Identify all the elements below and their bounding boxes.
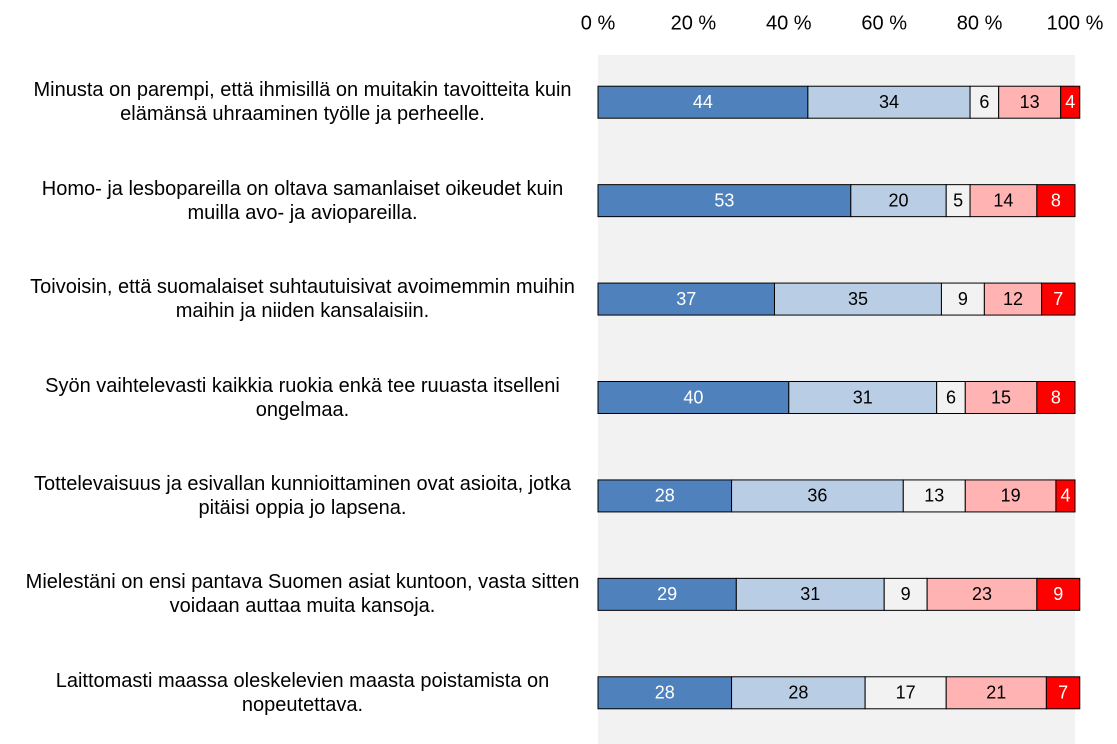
data-label: 7 bbox=[1058, 683, 1068, 703]
data-label: 23 bbox=[972, 584, 992, 604]
data-label: 5 bbox=[953, 190, 963, 210]
data-label: 28 bbox=[788, 683, 808, 703]
data-label: 14 bbox=[993, 190, 1013, 210]
data-label: 40 bbox=[683, 387, 703, 407]
data-label: 21 bbox=[986, 683, 1006, 703]
category-label: Homo- ja lesbopareilla on oltava samanla… bbox=[41, 177, 564, 224]
data-label: 9 bbox=[901, 584, 911, 604]
category-label: Mielestäni on ensi pantava Suomen asiat … bbox=[25, 571, 580, 618]
data-label: 31 bbox=[853, 387, 873, 407]
bar-segment bbox=[936, 381, 966, 414]
bar-segment bbox=[926, 577, 1038, 611]
bar-segment bbox=[964, 479, 1057, 513]
bar-segment bbox=[1036, 577, 1081, 611]
data-label: 28 bbox=[655, 486, 675, 506]
bar-segment bbox=[964, 381, 1038, 414]
data-label: 29 bbox=[657, 584, 677, 604]
data-label: 4 bbox=[1060, 486, 1070, 506]
data-label: 8 bbox=[1051, 387, 1061, 407]
bar-segment bbox=[1060, 85, 1081, 119]
bar-segment bbox=[969, 85, 1000, 119]
x-tick-label: 20 % bbox=[671, 12, 717, 34]
data-label: 28 bbox=[655, 683, 675, 703]
bar-segment bbox=[597, 282, 775, 316]
bar-segment bbox=[969, 184, 1038, 218]
data-label: 13 bbox=[1020, 92, 1040, 112]
data-label: 6 bbox=[946, 387, 956, 407]
data-label: 17 bbox=[896, 683, 916, 703]
bar-segment bbox=[597, 184, 852, 218]
data-label: 35 bbox=[848, 289, 868, 309]
x-tick-label: 100 % bbox=[1047, 12, 1104, 34]
x-tick-label: 0 % bbox=[581, 12, 616, 34]
x-tick-label: 40 % bbox=[766, 12, 812, 34]
data-label: 44 bbox=[693, 92, 713, 112]
data-label: 31 bbox=[800, 584, 820, 604]
data-label: 37 bbox=[676, 289, 696, 309]
bar-segment bbox=[1036, 381, 1076, 414]
bar-segment bbox=[597, 381, 790, 414]
bar-segment bbox=[1055, 479, 1076, 513]
data-label: 20 bbox=[888, 190, 908, 210]
data-label: 53 bbox=[714, 190, 734, 210]
data-label: 4 bbox=[1065, 92, 1075, 112]
data-label: 7 bbox=[1053, 289, 1063, 309]
bar-segment bbox=[940, 282, 985, 316]
data-label: 12 bbox=[1003, 289, 1023, 309]
data-label: 13 bbox=[924, 486, 944, 506]
bar-segment bbox=[788, 381, 938, 414]
bar-segment bbox=[731, 676, 866, 710]
category-label: Minusta on parempi, että ihmisillä on mu… bbox=[33, 79, 572, 126]
bar-segment bbox=[597, 577, 737, 611]
bar-segment bbox=[883, 577, 928, 611]
bar-segment bbox=[1041, 282, 1076, 316]
bar-segment bbox=[998, 85, 1062, 119]
data-label: 9 bbox=[958, 289, 968, 309]
category-label: Syön vaihtelevasti kaikkia ruokia enkä t… bbox=[45, 374, 560, 421]
x-tick-label: 80 % bbox=[957, 12, 1003, 34]
bar-segment bbox=[1036, 184, 1076, 218]
bar-segment bbox=[807, 85, 971, 119]
category-label: Toivoisin, että suomalaiset suhtautuisiv… bbox=[30, 276, 575, 323]
data-label: 15 bbox=[991, 387, 1011, 407]
data-label: 6 bbox=[979, 92, 989, 112]
data-label: 8 bbox=[1051, 190, 1061, 210]
bar-segment bbox=[902, 479, 966, 513]
bar-segment bbox=[1045, 676, 1081, 710]
category-label: Laittomasti maassa oleskelevien maasta p… bbox=[55, 669, 550, 716]
data-label: 34 bbox=[879, 92, 899, 112]
data-label: 36 bbox=[807, 486, 827, 506]
category-label: Tottelevaisuus ja esivallan kunnioittami… bbox=[34, 472, 571, 519]
data-label: 9 bbox=[1053, 584, 1063, 604]
bar-segment bbox=[850, 184, 947, 218]
data-label: 19 bbox=[1001, 486, 1021, 506]
bar-segment bbox=[983, 282, 1043, 316]
x-tick-label: 60 % bbox=[861, 12, 907, 34]
